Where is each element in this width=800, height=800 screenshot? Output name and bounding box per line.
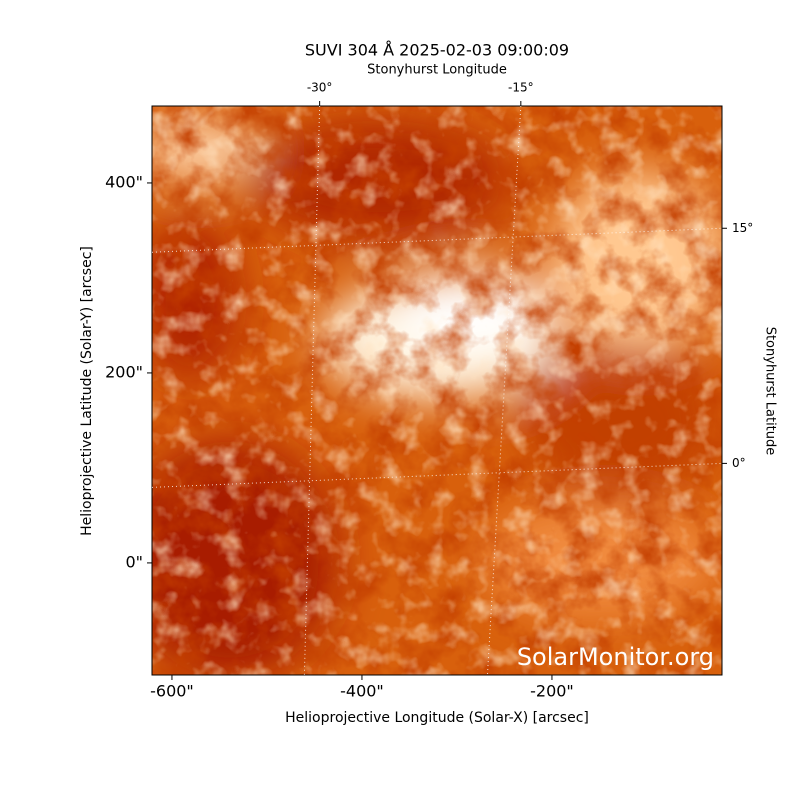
y2-axis-label: Stonyhurst Latitude	[763, 327, 778, 456]
solar-image	[152, 106, 722, 675]
x2-tick-label: -30°	[307, 81, 333, 95]
y-tick-label: 400"	[105, 172, 143, 191]
x-tick-label: -600"	[150, 682, 194, 701]
y2-tick-label: 0°	[732, 456, 746, 470]
y-axis-label: Helioprojective Latitude (Solar-Y) [arcs…	[79, 246, 95, 536]
x-tick-label: -400"	[340, 682, 384, 701]
y-tick-label: 200"	[105, 362, 143, 381]
plot-frame	[151, 105, 723, 676]
x-axis-label: Helioprojective Longitude (Solar-X) [arc…	[285, 710, 589, 726]
longitude-grid-line	[303, 106, 321, 675]
watermark: SolarMonitor.org	[517, 643, 714, 671]
x2-tick-label: -15°	[508, 81, 534, 95]
longitude-grid-line	[486, 106, 522, 675]
y-tick-label: 0"	[125, 552, 143, 571]
x-tick-label: -200"	[530, 682, 574, 701]
chart-title: SUVI 304 Å 2025-02-03 09:00:09	[305, 41, 569, 60]
x2-axis-label: Stonyhurst Longitude	[367, 63, 507, 78]
y2-tick-label: 15°	[732, 221, 753, 235]
